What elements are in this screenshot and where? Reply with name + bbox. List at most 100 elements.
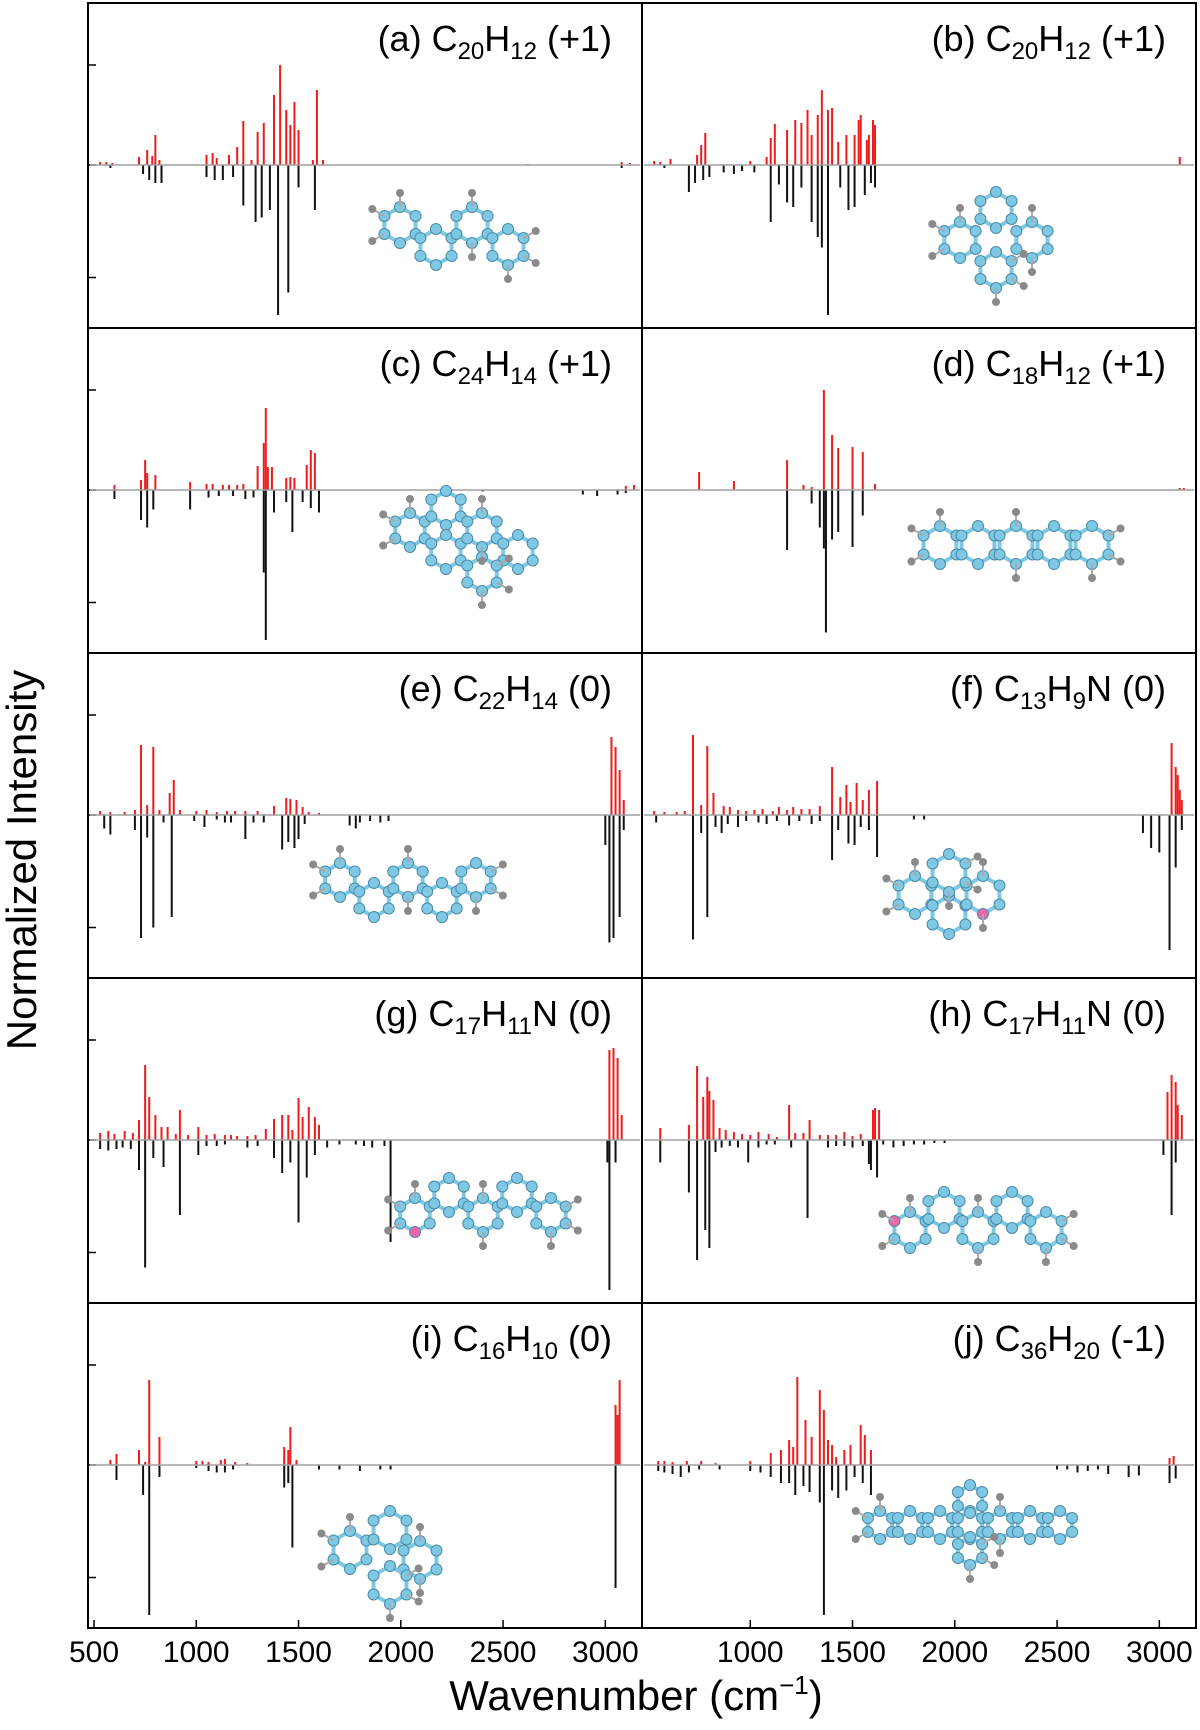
panel-a-title-part: 12 <box>510 38 537 65</box>
panel-f-ring-atom <box>943 928 955 940</box>
panel-d-title-part: (+1) <box>1091 343 1166 384</box>
panel-d-title-part: H <box>1038 343 1064 384</box>
panel-c-title-part: H <box>484 343 510 384</box>
panel-e-hydrogen <box>309 860 318 869</box>
panel-j-frame <box>641 1302 1197 1629</box>
panel-j-ring-atom <box>951 1512 964 1524</box>
panel-j-hydrogen <box>851 1507 860 1515</box>
panel-d-ring-atom <box>993 529 1006 542</box>
panel-e-ring-atom <box>353 885 366 898</box>
panel-h-ring-atom <box>904 1242 916 1254</box>
panel-d-ring-atom <box>955 529 968 542</box>
panel-e-hydrogen <box>309 891 318 900</box>
panel-a-title-part: (a) C <box>378 18 458 59</box>
panel-h-title-part: (h) C <box>928 993 1008 1034</box>
panel-d-hydrogen <box>1116 557 1125 566</box>
panel-a-hydrogen <box>468 189 476 197</box>
panel-f-ring-atom <box>943 848 955 860</box>
panel-g-ring-atom <box>443 1206 455 1218</box>
panel-j-ring-atom <box>951 1500 964 1512</box>
panel-j-ring-atom <box>951 1552 964 1564</box>
panel-i-hydrogen <box>414 1564 423 1573</box>
panel-j-ring-atom <box>964 1531 976 1543</box>
panel-j-ring-atom <box>951 1538 964 1550</box>
x-tick-label: 1000 <box>717 1636 784 1669</box>
panel-g-ring-atom <box>525 1180 538 1193</box>
panel-b-ring-atom <box>1010 243 1023 255</box>
panel-d-ring-atom <box>1069 548 1082 561</box>
panel-a-title-part: H <box>484 18 510 59</box>
panel-g-molecule <box>384 1172 582 1250</box>
panel-a-hydrogen <box>531 227 540 235</box>
panel-c-ring-atom <box>490 515 503 528</box>
panel-e-hydrogen <box>404 907 412 915</box>
panel-j-ring-atom <box>874 1533 886 1545</box>
panel-b-hydrogen <box>956 204 964 212</box>
panel-g-title-part: (g) C <box>374 993 454 1034</box>
panel-j-ring-atom <box>951 1526 964 1538</box>
panel-j-hydrogen <box>876 1493 884 1501</box>
panel-b-ring-atom <box>1005 195 1018 207</box>
panel-b-ring-atom <box>954 252 966 264</box>
panel-d-ring-atom <box>1048 558 1060 570</box>
panels-layer: (a) C20H12 (+1) (b) C20H12 (+1)(c) C24H14… <box>87 2 1197 1629</box>
panel-e-hydrogen <box>404 845 412 853</box>
panel-b-hydrogen <box>1019 250 1028 258</box>
panel-d-title-part: 18 <box>1012 363 1039 390</box>
panel-c-ring-atom <box>440 563 452 575</box>
panel-i: (i) C16H10 (0) <box>87 1302 643 1629</box>
x-axis-label: Wavenumber (cm−1) <box>449 1670 823 1719</box>
panel-c-hydrogen <box>478 601 486 609</box>
panel-b-hydrogen <box>928 252 937 260</box>
panel-b-ring-atom <box>969 243 982 255</box>
panel-g-title-part: 17 <box>454 1013 481 1040</box>
panel-j-ring-atom <box>951 1486 964 1498</box>
panel-g-ring-atom <box>530 1200 543 1213</box>
panel-a-hydrogen <box>368 237 377 245</box>
panel-a-ring-atom <box>414 232 427 244</box>
panel-j-ring-atom <box>1066 1526 1079 1538</box>
panel-c-hydrogen <box>504 554 513 563</box>
panel-a-hydrogen <box>368 205 377 213</box>
panel-j-ring-atom <box>1041 1512 1054 1524</box>
panel-g-ring-atom <box>462 1200 475 1213</box>
panel-g-hydrogen <box>573 1195 582 1204</box>
panel-g-title-part: N (0) <box>532 993 612 1034</box>
panel-b-hydrogen <box>992 298 1000 306</box>
panel-b-hydrogen <box>1028 204 1036 212</box>
panel-h-ring-atom <box>919 1233 932 1245</box>
panel-h-hydrogen <box>974 1194 982 1202</box>
panel-j-hydrogen <box>996 1549 1004 1557</box>
panel-a-ring-atom <box>450 210 463 222</box>
panel-a-molecule <box>368 189 540 283</box>
panel-f-title-part: N (0) <box>1086 668 1166 709</box>
panel-i-title-part: 10 <box>531 1338 558 1365</box>
panel-c-ring-atom <box>461 532 474 545</box>
panel-j-ring-atom <box>1024 1505 1036 1517</box>
panel-h-ring-atom <box>938 1186 950 1198</box>
panel-i-ring-atom <box>367 1514 380 1527</box>
panel-e-hydrogen <box>498 891 507 900</box>
x-tick-label: 2000 <box>921 1636 988 1669</box>
panel-i-title-part: 16 <box>479 1338 506 1365</box>
panel-c-ring-atom <box>425 537 438 550</box>
x-tick-label: 3000 <box>572 1636 639 1669</box>
panel-f-title: (f) C13H9N (0) <box>950 668 1166 715</box>
panel-c-hydrogen <box>406 495 414 503</box>
panel-d-hydrogen <box>1116 524 1125 533</box>
panel-g-hydrogen <box>479 1242 487 1250</box>
panel-a-ring-atom <box>409 210 422 222</box>
panel-g-ring-atom <box>496 1197 509 1210</box>
panel-j-ring-atom <box>921 1512 934 1524</box>
panel-h-ring-atom <box>987 1233 1000 1245</box>
panel-h-hydrogen <box>974 1258 982 1266</box>
panel-b-title-part: 12 <box>1064 38 1091 65</box>
panel-i-ring-atom <box>384 1560 396 1572</box>
panel-j-ring-atom <box>934 1533 946 1545</box>
panel-i-title-part: (0) <box>558 1318 612 1359</box>
panel-f: (f) C13H9N (0) <box>641 652 1197 979</box>
panel-e-hydrogen <box>472 907 480 915</box>
panel-b-ring-atom <box>1005 213 1018 225</box>
panel-a-ring-atom <box>486 250 499 262</box>
